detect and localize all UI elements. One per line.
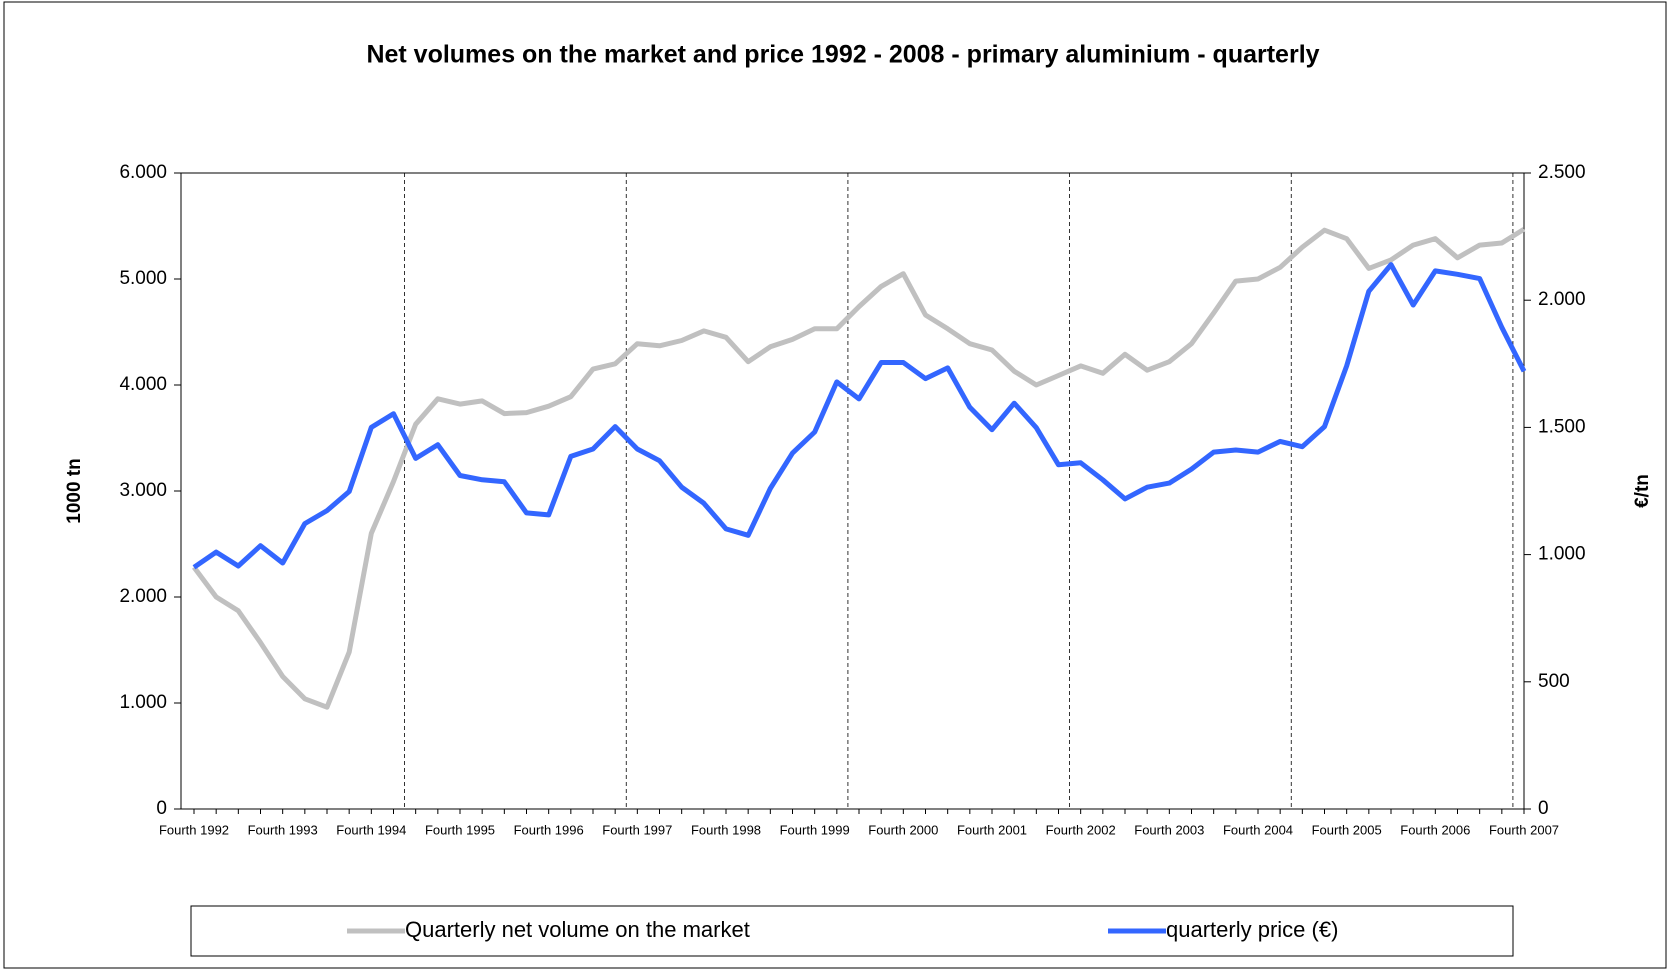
x-tick-label: Fourth 1994 [336, 822, 406, 837]
y-tick-label: 3.000 [119, 480, 167, 501]
x-tick-label: Fourth 2003 [1134, 822, 1204, 837]
x-tick-label: Fourth 2001 [957, 822, 1027, 837]
y-tick-label: 4.000 [119, 374, 167, 395]
y2-tick-label: 1.500 [1538, 416, 1586, 437]
y-tick-label: 0 [156, 798, 167, 819]
x-tick-label: Fourth 1992 [159, 822, 229, 837]
x-tick-label: Fourth 1999 [780, 822, 850, 837]
y2-tick-label: 2.000 [1538, 289, 1586, 310]
legend-label: Quarterly net volume on the market [405, 917, 750, 942]
x-tick-label: Fourth 1997 [602, 822, 672, 837]
x-tick-label: Fourth 1995 [425, 822, 495, 837]
y-tick-label: 6.000 [119, 162, 167, 183]
y-tick-label: 2.000 [119, 586, 167, 607]
y2-axis-label: €/tn [1632, 474, 1653, 508]
x-tick-label: Fourth 1998 [691, 822, 761, 837]
x-tick-label: Fourth 2004 [1223, 822, 1293, 837]
y2-tick-label: 0 [1538, 798, 1549, 819]
y2-tick-label: 1.000 [1538, 544, 1586, 565]
chart-title: Net volumes on the market and price 1992… [366, 41, 1319, 69]
y2-tick-label: 2.500 [1538, 162, 1586, 183]
x-tick-label: Fourth 1996 [514, 822, 584, 837]
x-tick-label: Fourth 2007 [1489, 822, 1559, 837]
y2-tick-label: 500 [1538, 671, 1570, 692]
y-tick-label: 5.000 [119, 268, 167, 289]
chart-border [3, 1, 1667, 969]
x-tick-label: Fourth 2006 [1400, 822, 1470, 837]
y-tick-label: 1.000 [119, 692, 167, 713]
series-line [191, 227, 1526, 710]
x-tick-label: Fourth 2002 [1046, 822, 1116, 837]
x-tick-label: Fourth 2000 [868, 822, 938, 837]
y-axis-label: 1000 tn [64, 458, 85, 523]
x-tick-label: Fourth 2005 [1312, 822, 1382, 837]
legend-label: quarterly price (€) [1166, 917, 1338, 942]
series-line [192, 262, 1527, 570]
x-tick-label: Fourth 1993 [248, 822, 318, 837]
legend-box [190, 905, 1514, 957]
